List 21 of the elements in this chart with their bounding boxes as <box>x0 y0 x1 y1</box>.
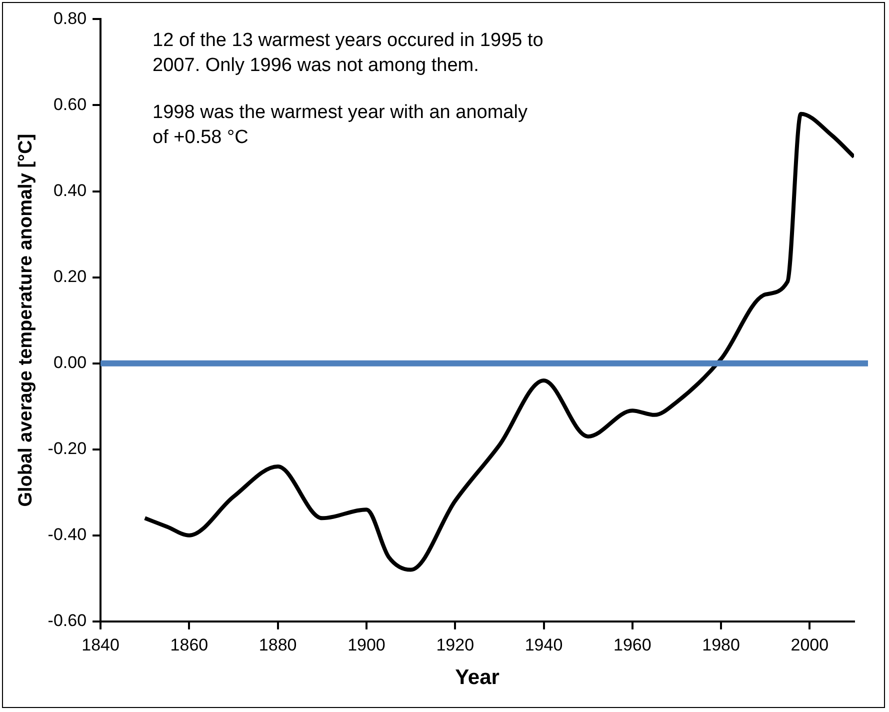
x-tick-label: 1840 <box>82 635 120 654</box>
x-tick-label: 1980 <box>702 635 740 654</box>
x-tick-label: 2000 <box>790 635 829 654</box>
y-tick-label: 0.00 <box>53 353 87 372</box>
annotation: 12 of the 13 warmest years occured in 1995 to 2007. Only 1996 was not among them. <box>152 30 544 76</box>
x-tick-label: 1860 <box>170 635 208 654</box>
y-tick-label: 0.60 <box>53 94 87 114</box>
y-tick-label: 0.20 <box>53 266 87 286</box>
y-tick-label: 0.40 <box>53 180 87 200</box>
y-tick-label: 0.80 <box>53 8 87 28</box>
x-tick-label: 1940 <box>524 635 563 654</box>
y-tick-label: -0.60 <box>48 611 87 630</box>
y-tick-label: -0.20 <box>48 439 87 458</box>
x-tick-label: 1880 <box>258 635 297 654</box>
annotation: 1998 was the warmest year with an anomaly of +0.58 °C <box>152 102 528 148</box>
x-axis-title: Year <box>455 666 500 690</box>
y-tick-label: -0.40 <box>48 525 87 544</box>
x-tick-label: 1920 <box>436 635 474 654</box>
y-axis-title: Global average temperature anomaly [°C] <box>16 134 37 507</box>
x-tick-label: 1900 <box>348 635 386 654</box>
x-tick-label: 1960 <box>613 635 652 654</box>
